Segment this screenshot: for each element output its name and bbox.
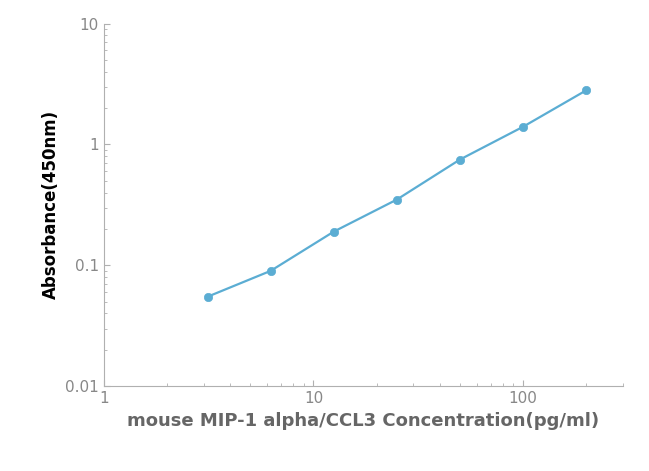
Y-axis label: Absorbance(450nm): Absorbance(450nm) xyxy=(42,110,60,300)
X-axis label: mouse MIP-1 alpha/CCL3 Concentration(pg/ml): mouse MIP-1 alpha/CCL3 Concentration(pg/… xyxy=(127,412,600,430)
